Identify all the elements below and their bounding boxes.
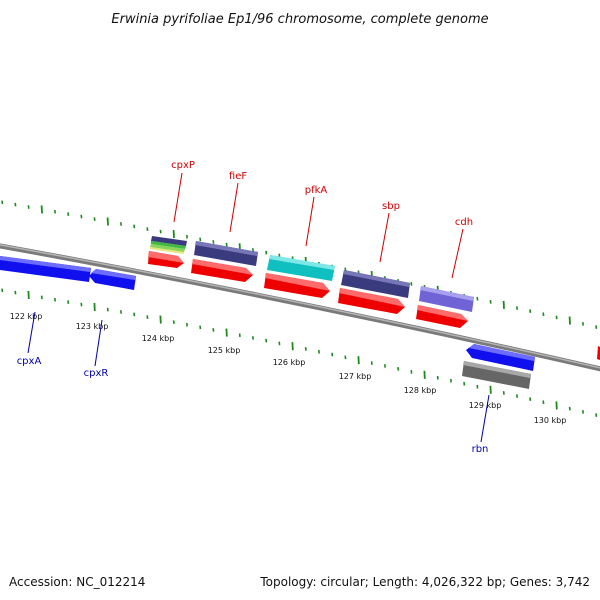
map-title: Erwinia pyrifoliae Ep1/96 chromosome, co… (111, 12, 488, 27)
gene-leader-lines (27, 172, 490, 443)
gene-cdh-feature[interactable] (419, 286, 474, 312)
gene-cdh-cds[interactable] (416, 305, 468, 328)
gene-sbp-cds[interactable] (338, 288, 405, 314)
inner-tick-track (1, 288, 598, 417)
scale-label: 123 kbp (76, 322, 109, 331)
scale-label: 124 kbp (142, 334, 175, 343)
gene-cpxP-feature[interactable] (150, 236, 187, 254)
gene-fieF-cds[interactable] (191, 259, 253, 282)
gene-rbn-feature[interactable] (462, 361, 531, 389)
gene-labels: cpxP fieF pfkA sbp cdh cpxA cpxR rbn (17, 160, 489, 455)
forward-strand-features (148, 236, 600, 360)
gene-label-fieF[interactable]: fieF (229, 171, 247, 182)
gene-offscreen-cds[interactable] (597, 346, 600, 360)
gene-pfkA-feature[interactable] (267, 255, 335, 281)
scale-label: 127 kbp (339, 372, 372, 381)
genome-backbone (0, 243, 600, 372)
gene-cpxA-cds[interactable] (0, 256, 91, 282)
reverse-strand-features (0, 256, 535, 389)
scale-label: 130 kbp (534, 416, 567, 425)
accession-text: Accession: NC_012214 (9, 575, 145, 589)
scale-label: 129 kbp (469, 401, 502, 410)
gene-label-sbp[interactable]: sbp (382, 201, 400, 212)
scale-label: 125 kbp (208, 346, 241, 355)
scale-labels: 122 kbp 123 kbp 124 kbp 125 kbp 126 kbp … (10, 312, 567, 425)
scale-label: 128 kbp (404, 386, 437, 395)
genome-summary-text: Topology: circular; Length: 4,026,322 bp… (259, 575, 590, 589)
gene-sbp-feature[interactable] (341, 270, 410, 298)
gene-label-cdh[interactable]: cdh (455, 217, 473, 228)
gene-pfkA-cds[interactable] (264, 273, 330, 298)
gene-label-cpxP[interactable]: cpxP (171, 160, 195, 171)
gene-label-cpxA[interactable]: cpxA (17, 356, 42, 367)
gene-label-pfkA[interactable]: pfkA (305, 185, 328, 196)
scale-label: 126 kbp (273, 358, 306, 367)
gene-label-cpxR[interactable]: cpxR (84, 368, 109, 379)
gene-cpxR-cds[interactable] (89, 269, 136, 290)
gene-label-rbn[interactable]: rbn (472, 444, 489, 455)
gene-rbn-cds[interactable] (466, 344, 535, 371)
gene-fieF-feature[interactable] (194, 241, 258, 266)
scale-label: 122 kbp (10, 312, 43, 321)
gene-cpxP-cds[interactable] (148, 251, 184, 268)
